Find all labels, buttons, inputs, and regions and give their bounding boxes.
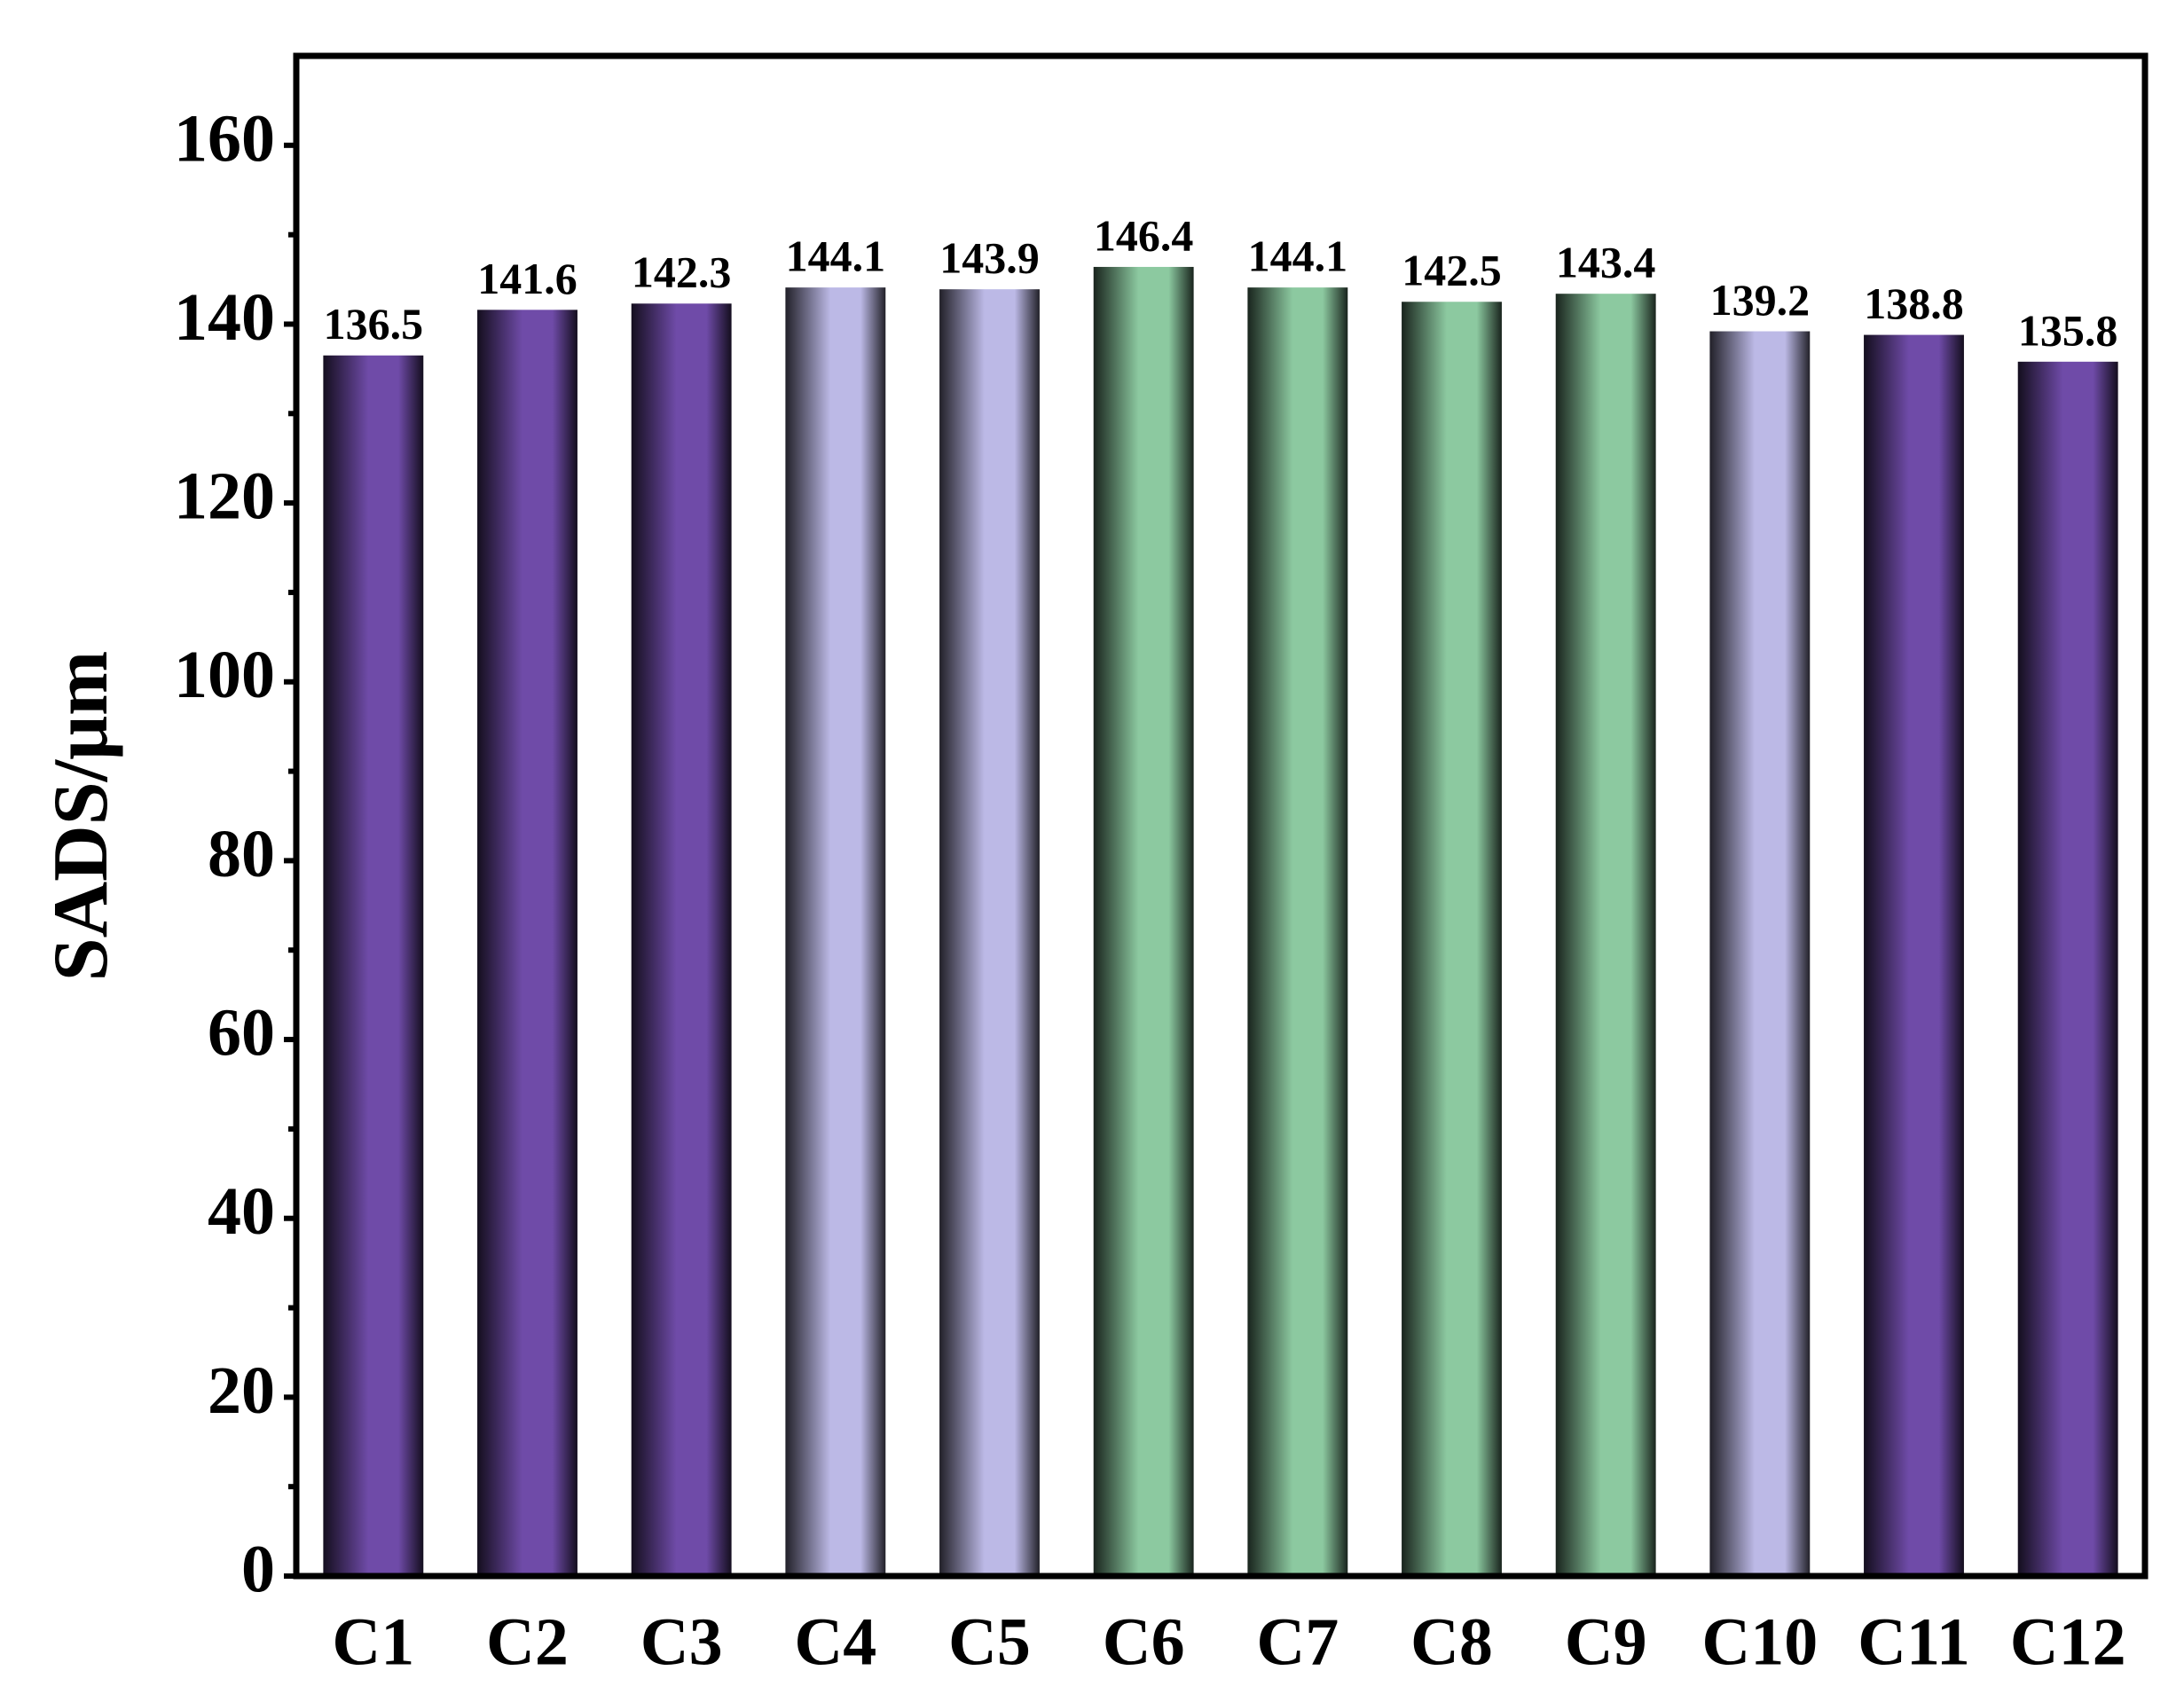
- x-tick-label: C6: [1103, 1604, 1185, 1679]
- bar: [1709, 331, 1811, 1576]
- value-label: 139.2: [1710, 275, 1811, 325]
- x-tick-label: C7: [1256, 1604, 1339, 1679]
- bar: [1555, 294, 1656, 1577]
- x-tick-label: C4: [794, 1604, 876, 1679]
- value-label: 143.9: [939, 233, 1040, 283]
- y-tick-label: 140: [174, 280, 275, 355]
- bar: [631, 303, 732, 1576]
- x-tick-label: C2: [486, 1604, 569, 1679]
- y-tick-label: 0: [241, 1532, 275, 1606]
- value-label: 144.1: [786, 231, 886, 281]
- bar: [785, 287, 886, 1576]
- bar: [477, 310, 577, 1576]
- x-tick-label: C12: [2010, 1604, 2126, 1679]
- bar: [1402, 302, 1502, 1577]
- value-label: 142.5: [1402, 246, 1502, 295]
- bar: [323, 355, 424, 1577]
- bar: [1864, 334, 1964, 1577]
- x-tick-label: C9: [1565, 1604, 1647, 1679]
- x-tick-label: C11: [1858, 1604, 1970, 1679]
- y-tick-label: 20: [208, 1353, 275, 1428]
- value-label: 142.3: [632, 247, 732, 297]
- bar: [939, 289, 1040, 1576]
- x-tick-label: C5: [948, 1604, 1031, 1679]
- value-label: 141.6: [477, 254, 577, 303]
- y-tick-label: 100: [174, 638, 275, 712]
- value-label: 136.5: [324, 299, 424, 349]
- y-tick-label: 160: [174, 101, 275, 176]
- y-tick-label: 40: [208, 1174, 275, 1249]
- x-tick-label: C10: [1701, 1604, 1818, 1679]
- bar: [1247, 287, 1348, 1576]
- value-label: 135.8: [2018, 305, 2118, 355]
- y-tick-label: 60: [208, 995, 275, 1070]
- x-tick-label: C3: [640, 1604, 723, 1679]
- value-label: 144.1: [1248, 231, 1348, 281]
- y-tick-label: 120: [174, 459, 275, 534]
- x-tick-label: C1: [332, 1604, 414, 1679]
- x-tick-label: C8: [1410, 1604, 1493, 1679]
- bar: [2017, 361, 2118, 1577]
- value-label: 143.4: [1556, 238, 1656, 287]
- plot-frame: [293, 52, 2149, 1580]
- value-label: 138.8: [1864, 278, 1964, 328]
- y-axis-label: SADS/μm: [38, 651, 124, 982]
- y-tick-label: 80: [208, 817, 275, 891]
- value-label: 146.4: [1094, 210, 1194, 260]
- bar: [1093, 266, 1194, 1576]
